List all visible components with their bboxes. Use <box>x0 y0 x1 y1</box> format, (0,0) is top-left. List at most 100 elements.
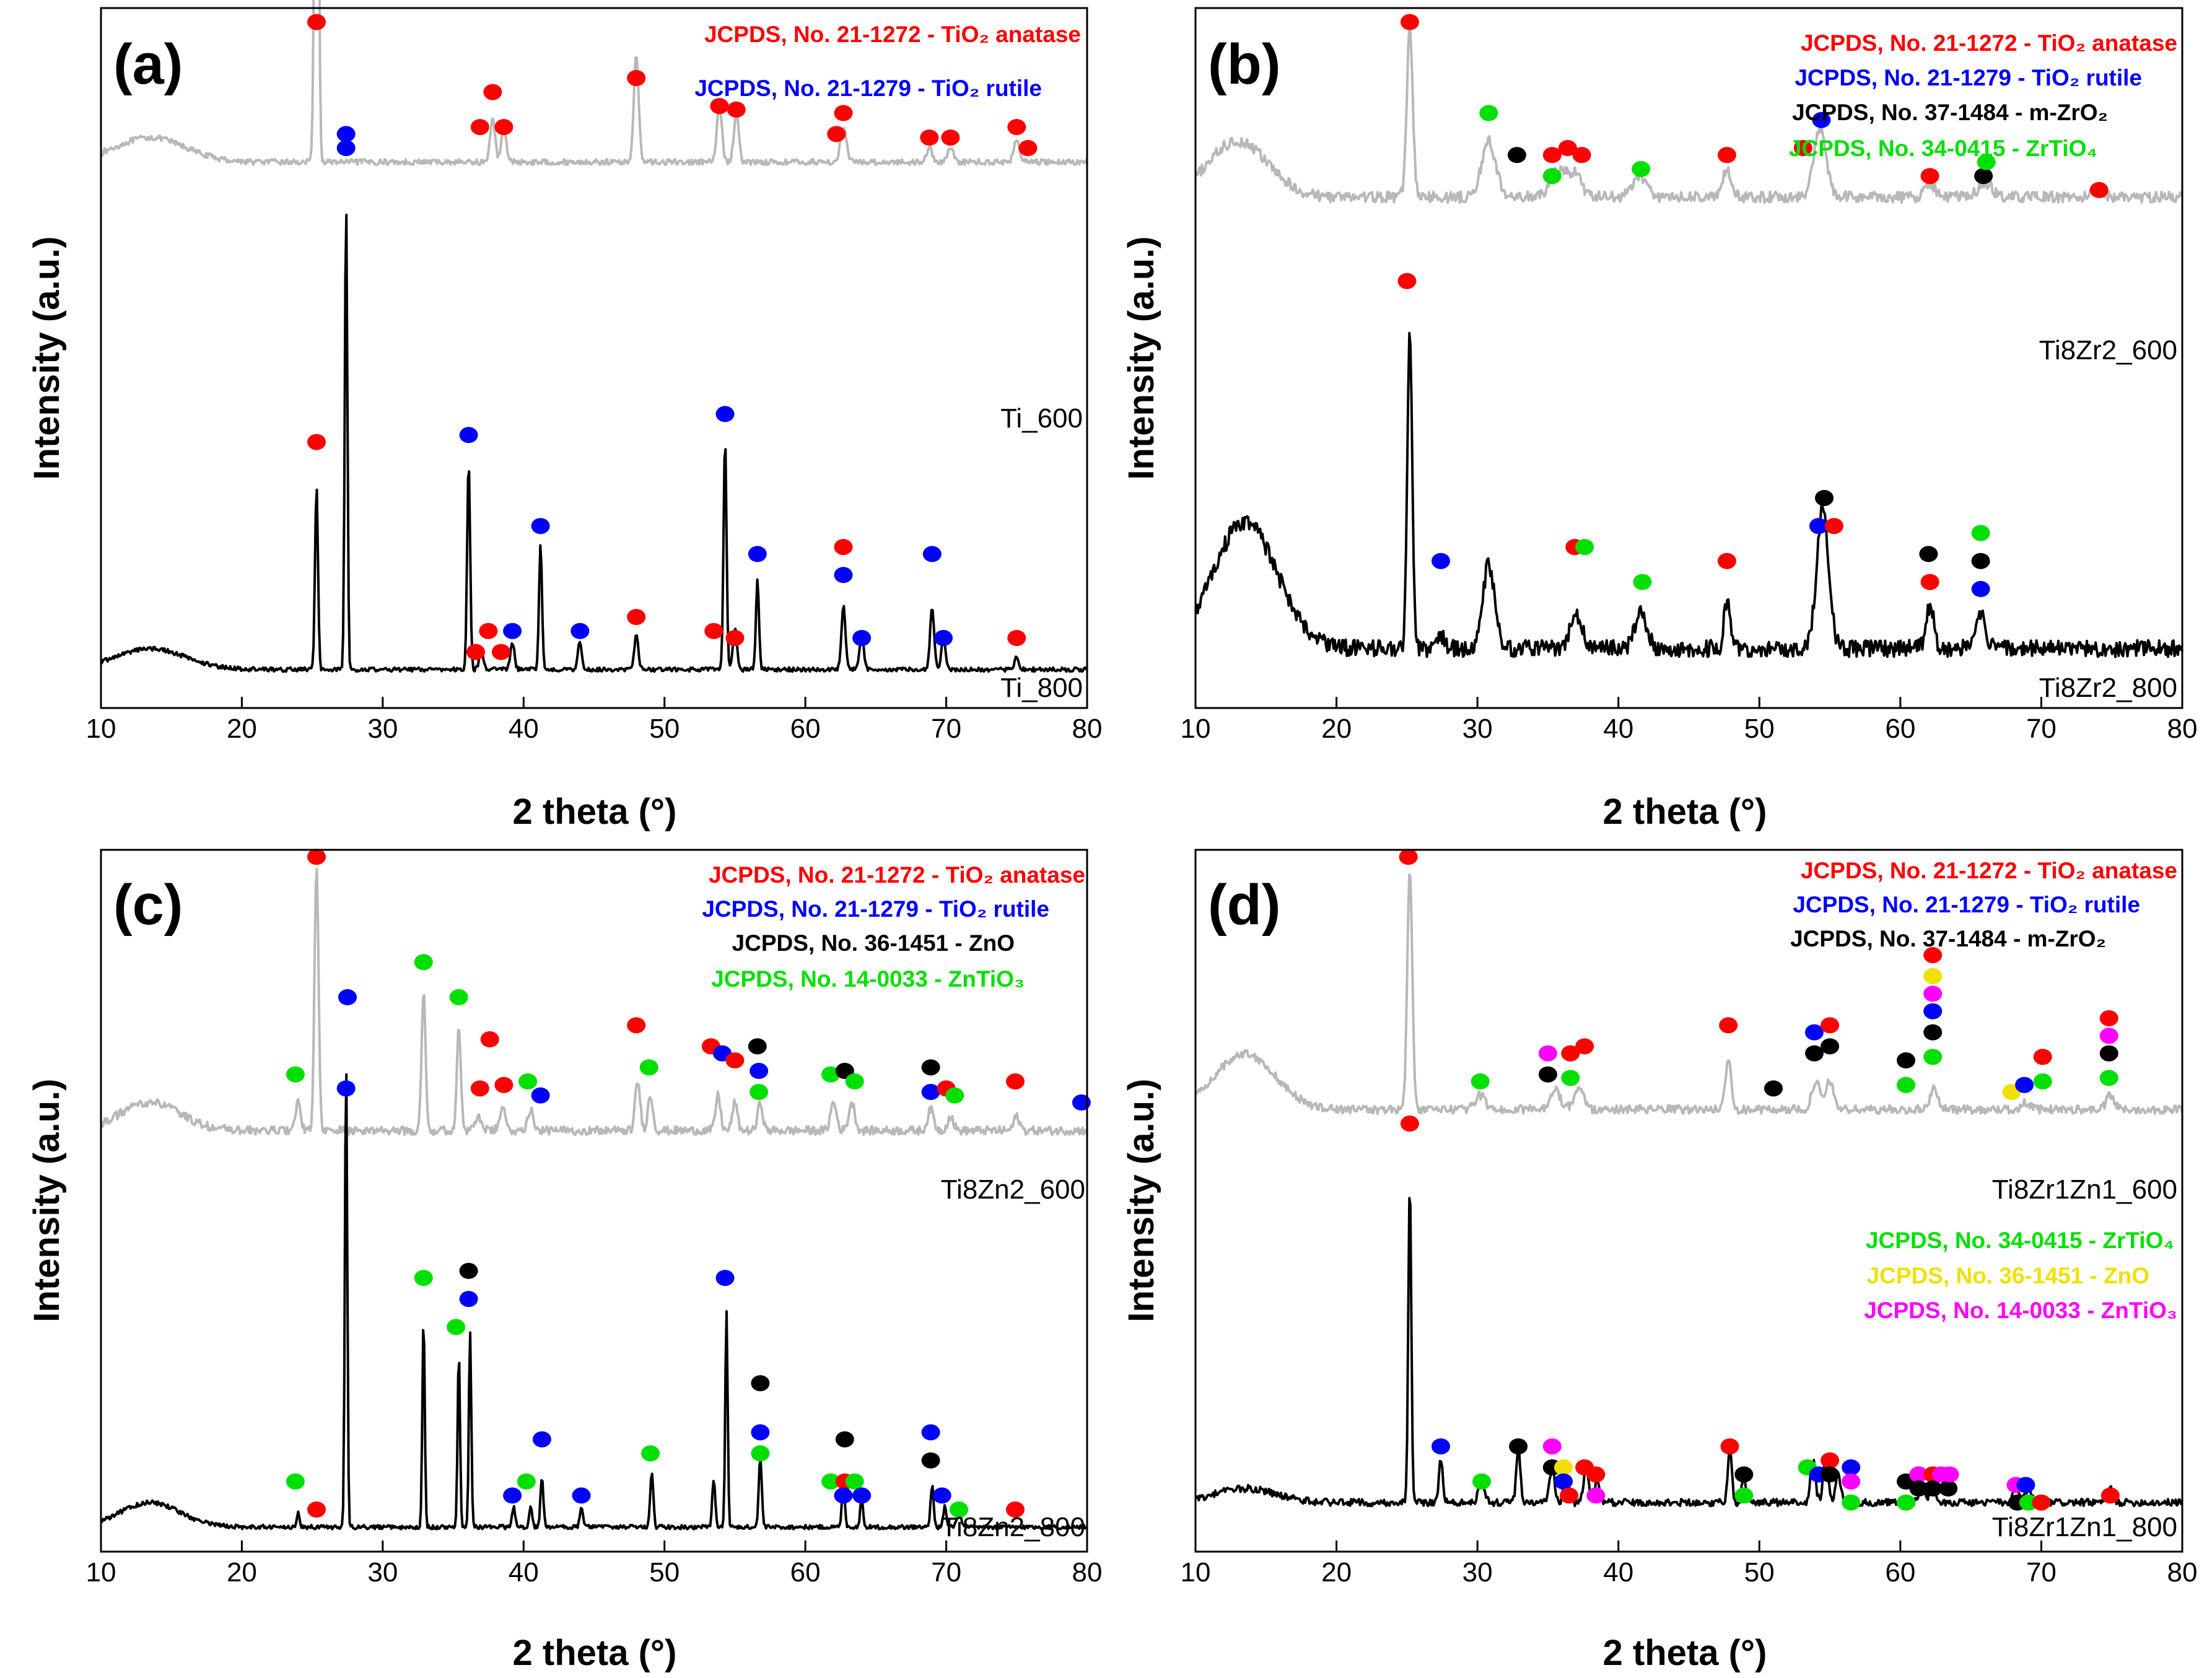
panel-a-Ti_600-marker-anatase <box>827 126 846 142</box>
panel-a-Ti_600-marker-anatase <box>494 119 514 136</box>
panel-d-Ti8Zr1Zn1_600-marker-green_phase <box>1923 1049 1943 1065</box>
panel-c-Ti8Zn2_800-marker-green_phase <box>845 1473 864 1490</box>
panel-d-Ti8Zr1Zn1_800-marker-rutile <box>1842 1459 1861 1475</box>
panel-a-Ti_600-marker-rutile <box>336 126 356 142</box>
panel-c-Ti8Zn2_800-marker-black_phase <box>459 1262 478 1279</box>
panel-d-Ti8Zr1Zn1_800-marker-black_phase <box>1509 1438 1528 1455</box>
panel-c-Ti8Zn2_800-marker-green_phase <box>751 1445 770 1462</box>
panel-b-series-label-600: Ti8Zr2_600 <box>2039 335 2177 365</box>
panel-b-Ti8Zr2_800-marker-anatase <box>1824 518 1843 535</box>
panel-a-Ti_800-marker-rutile <box>715 406 735 422</box>
panel-d-Ti8Zr1Zn1_600-marker-black_phase <box>1821 1038 1840 1055</box>
panel-c-Ti8Zn2_600-marker-green_phase <box>845 1073 864 1090</box>
panel-d-Ti8Zr1Zn1_800-marker-anatase <box>2101 1487 2120 1504</box>
panel-c-Ti8Zn2_800-marker-rutile <box>715 1270 735 1287</box>
panel-b-x-tick-label: 10 <box>1181 714 1211 744</box>
panel-d-x-ticks: 10 20 30 40 50 60 70 80 <box>1181 1540 2197 1588</box>
panel-c-legend-rutile: JCPDS, No. 21-1279 - TiO₂ rutile <box>702 896 1049 922</box>
panel-d-Ti8Zr1Zn1_800-marker-black_phase <box>1909 1480 1928 1497</box>
panel-b-Ti8Zr2_800-marker-green_phase <box>1633 574 1652 590</box>
panel-d-x-tick-label: 50 <box>1744 1557 1775 1588</box>
panel-b-Ti8Zr2_800-marker-anatase <box>1717 553 1736 569</box>
panel-c-Ti8Zn2_800-marker-rutile <box>572 1487 591 1504</box>
panel-a-plot-area <box>100 7 1088 709</box>
panel-c-Ti8Zn2_600-marker-black_phase <box>921 1059 940 1076</box>
panel-c-Ti8Zn2_600-marker-rutile <box>750 1062 769 1079</box>
panel-b-Ti8Zr2_600-marker-anatase <box>1572 147 1591 164</box>
panel-d-Ti8Zr1Zn1_600-marker-magenta_phase <box>2099 1028 2118 1044</box>
panel-d-Ti8Zr1Zn1_600-marker-green_phase <box>1561 1070 1580 1086</box>
panel-a-Ti_600-marker-anatase <box>483 84 502 100</box>
panel-d-Ti8Zr1Zn1_800-marker-green_phase <box>2019 1494 2038 1511</box>
panel-d-Ti8Zr1Zn1_800-marker-magenta_phase <box>1842 1473 1861 1490</box>
panel-c-pattern-Ti8Zn2_600 <box>100 868 1088 1136</box>
panel-d-legend-rutile: JCPDS, No. 21-1279 - TiO₂ rutile <box>1793 892 2140 917</box>
panel-b-pattern-Ti8Zr2_600 <box>1194 25 2184 204</box>
panel-d-Ti8Zr1Zn1_600-marker-anatase <box>1561 1045 1580 1062</box>
panel-d-legend-anatase: JCPDS, No. 21-1272 - TiO₂ anatase <box>1801 858 2177 883</box>
panel-a-Ti_800-marker-rutile <box>834 567 853 583</box>
panel-a-Ti_600-marker-anatase <box>727 101 746 118</box>
panel-b-letter: (b) <box>1208 33 1280 96</box>
panel-c-Ti8Zn2_800-marker-green_phase <box>286 1473 305 1490</box>
panel-d-pattern-Ti8Zr1Zn1_600 <box>1195 873 2184 1115</box>
panel-b-Ti8Zr2_600-marker-black_phase <box>1974 168 1993 185</box>
panel-a-Ti_800-marker-rutile <box>570 623 590 639</box>
panel-d-Ti8Zr1Zn1_600-marker-black_phase <box>1897 1052 1915 1068</box>
panel-c-plot-area <box>100 849 1088 1553</box>
panel-d-Ti8Zr1Zn1_800-marker-rutile <box>2016 1477 2035 1493</box>
panel-c-series-label-800: Ti8Zn2_800 <box>941 1512 1085 1542</box>
panel-a-curves <box>100 0 1088 673</box>
panel-a-Ti_600-marker-anatase <box>470 119 489 136</box>
panel-b-Ti8Zr2_800-marker-green_phase <box>1971 525 1990 541</box>
panel-b-Ti8Zr2_800-marker-anatase <box>1397 273 1417 289</box>
panel-c-letter: (c) <box>113 873 183 937</box>
panel-c-curves <box>100 868 1088 1531</box>
panel-d-Ti8Zr1Zn1_800-marker-anatase <box>1560 1487 1579 1504</box>
panel-d-Ti8Zr1Zn1_800-marker-magenta_phase <box>1542 1438 1562 1455</box>
panel-b-Ti8Zr2_600-marker-anatase <box>1400 14 1419 30</box>
panel-b: 10 20 30 40 50 60 70 80 (b) JCPDS, No. 21-1272 … <box>1121 7 2198 832</box>
panel-c-Ti8Zn2_600-marker-anatase <box>470 1080 489 1097</box>
panel-d-Ti8Zr1Zn1_600-marker-black_phase <box>1538 1066 1557 1083</box>
panel-d-plot-area <box>1194 849 2184 1553</box>
panel-d-Ti8Zr1Zn1_600-marker-black_phase <box>1805 1045 1824 1062</box>
panel-d-Ti8Zr1Zn1_800-marker-green_phase <box>1472 1473 1491 1490</box>
panel-c-Ti8Zn2_600-marker-green_phase <box>750 1083 769 1100</box>
panel-a-Ti_800-marker-rutile <box>503 623 522 639</box>
panel-b-Ti8Zr2_600-marker-anatase <box>1558 140 1577 156</box>
panel-b-series-label-800: Ti8Zr2_800 <box>2039 673 2177 703</box>
panel-c: 10 20 30 40 50 60 70 80 (c) JCPDS, No. 21-1272 … <box>27 849 1102 1673</box>
panel-a-Ti_800-marker-anatase <box>725 630 745 646</box>
panel-c-Ti8Zn2_600-marker-rutile <box>921 1083 940 1100</box>
panel-b-Ti8Zr2_600-marker-green_phase <box>1542 168 1562 185</box>
panel-c-Ti8Zn2_600-marker-rutile <box>336 1080 356 1097</box>
panel-d-Ti8Zr1Zn1_600-marker-green_phase <box>1897 1077 1915 1093</box>
panel-b-Ti8Zr2_600-marker-anatase <box>2089 181 2109 198</box>
panel-b-x-tick-label: 80 <box>2167 714 2198 744</box>
panel-a-Ti_800-marker-anatase <box>834 539 853 556</box>
panel-d-Ti8Zr1Zn1_800-marker-green_phase <box>1897 1494 1915 1511</box>
panel-a-Ti_800-marker-rutile <box>852 630 872 646</box>
panel-a-Ti_600-marker-anatase <box>834 105 853 121</box>
panel-d-Ti8Zr1Zn1_800-marker-anatase <box>1400 1115 1419 1132</box>
panel-d-Ti8Zr1Zn1_800-marker-black_phase <box>1734 1466 1754 1483</box>
panel-c-Ti8Zn2_800-marker-green_phase <box>414 1270 433 1287</box>
panel-c-Ti8Zn2_800-marker-rutile <box>921 1424 940 1441</box>
panel-c-Ti8Zn2_800-marker-green_phase <box>950 1501 968 1518</box>
panel-a-x-tick-label: 30 <box>367 714 398 744</box>
panel-d-Ti8Zr1Zn1_800-marker-anatase <box>1821 1452 1840 1469</box>
panel-a-x-tick-label: 50 <box>649 714 680 744</box>
panel-c-Ti8Zn2_800-marker-green_phase <box>641 1445 660 1462</box>
panel-a-Ti_800-marker-anatase <box>466 644 485 660</box>
panel-d-x-tick-label: 40 <box>1603 1557 1633 1588</box>
panel-c-x-tick-label: 10 <box>86 1557 116 1588</box>
panel-a: 10 20 30 40 50 60 70 80 (a) JCPDS, No. 21-1272 … <box>27 0 1102 832</box>
panel-c-x-ticks: 10 20 30 40 50 60 70 80 <box>86 1540 1102 1588</box>
panel-c-Ti8Zn2_600-marker-anatase <box>1006 1073 1025 1090</box>
panel-c-Ti8Zn2_600-marker-green_phase <box>414 954 433 971</box>
panel-a-letter: (a) <box>113 33 183 96</box>
panel-c-Ti8Zn2_800-marker-green_phase <box>821 1473 841 1490</box>
panel-b-legend-mzro2: JCPDS, No. 37-1484 - m-ZrO₂ <box>1792 100 2108 125</box>
